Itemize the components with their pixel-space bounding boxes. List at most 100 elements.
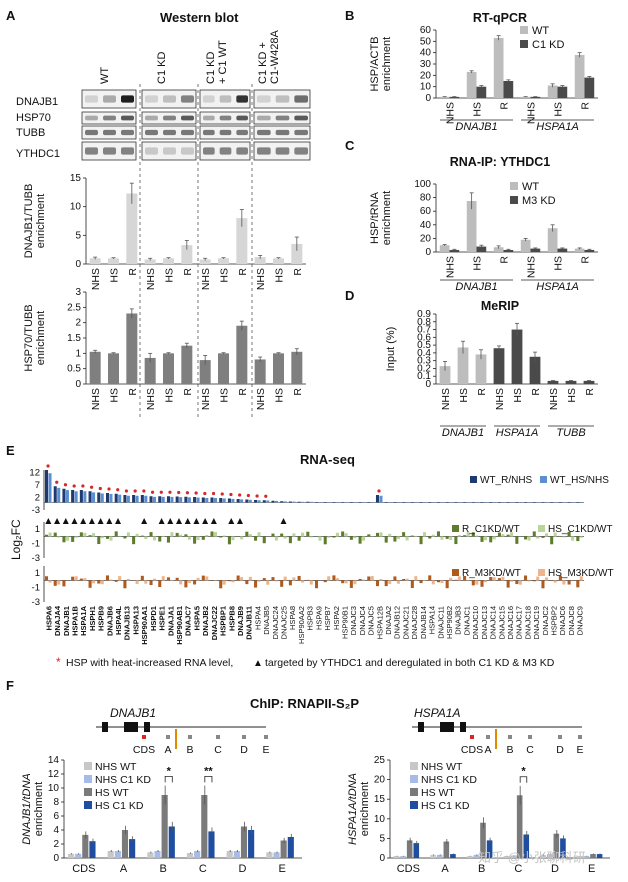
legend-swatch [84,762,92,770]
bar [126,495,130,503]
y-tick-label: 8 [53,797,59,808]
bar [367,502,371,503]
legend-swatch [410,788,418,796]
bar [503,81,514,98]
amplicon-marker [508,735,512,739]
bar [547,380,559,384]
y-tick-label: -1 [32,539,40,550]
blot-condition-0: WT [99,67,111,84]
bar [480,536,484,542]
exon [418,722,424,732]
bar [503,249,514,252]
bar [97,580,101,584]
bar [483,580,488,583]
targeted-marker [45,518,52,524]
targeted-marker [202,518,209,524]
legend-swatch [520,40,528,48]
bar [553,833,560,858]
bar [489,577,493,581]
bar [457,502,461,503]
bar [436,580,440,583]
blot-band [275,147,290,155]
bar [428,575,432,581]
bar [118,494,122,503]
legend-swatch [84,801,92,809]
bar [562,580,566,585]
bar [126,578,130,581]
bar [240,499,244,503]
bar [53,580,57,586]
rnaseq-ylabel: Log₂FC [9,519,23,560]
bar [506,534,510,537]
bar [231,536,235,541]
bar [541,536,545,538]
legend-swatch [410,775,418,783]
legend-label: WT [532,25,549,37]
legend-swatch [410,801,418,809]
bar [154,851,161,858]
y-tick-label: 0.3 [417,356,431,367]
category-label: R [127,388,139,396]
blot-band [121,129,134,136]
amplicon-label: A [484,744,491,756]
bar [114,580,118,582]
bar [123,580,127,589]
gene-label: DNAJC16 [506,606,515,639]
bar [436,531,440,537]
bar [62,488,66,503]
bar [431,502,435,503]
bar [518,502,522,503]
gene-label: HSPBP1 [219,606,228,636]
blot-band [219,95,232,103]
bar [405,502,409,503]
legend-swatch [470,476,477,483]
y-axis-label: HSP/ACTB [369,36,381,91]
bar [236,218,248,264]
bar [140,495,144,503]
heat-increased-marker [238,493,242,497]
chart-title: RNA-IP: YTHDC1 [450,155,551,169]
amplicon-label: E [262,744,269,756]
bar [309,536,313,538]
bar [306,579,310,581]
y-axis-label: enrichment [359,782,371,836]
bar [97,536,101,545]
bar [471,580,475,586]
bar [114,851,121,858]
bar [149,532,153,537]
legend-label: WT [522,181,539,193]
category-label: HS [553,256,565,271]
bar [520,239,531,252]
bar [291,351,303,384]
targeted-marker [97,518,104,524]
bar [135,533,139,537]
heat-increased-marker [168,490,172,494]
bar [327,536,331,538]
gene-label: DNAJB5 [262,606,271,635]
significance-label: * [521,766,526,778]
blot-band [294,115,308,121]
rnaseq-title: RNA-seq [300,452,355,467]
bar [175,496,179,503]
bar [170,532,174,537]
targeted-marker [71,518,78,524]
chart-title: MeRIP [481,299,519,313]
bar [199,360,211,384]
blot-band [145,147,158,155]
blot-band [121,95,134,103]
bar [248,499,252,503]
bar [523,834,530,858]
blot-band [203,95,215,103]
legend-swatch [510,196,518,204]
gene-label: DNAJC22 [210,606,219,640]
bar [205,498,209,503]
bar [375,532,380,537]
amplicon-marker [216,735,220,739]
targeted-marker [158,518,165,524]
bar [530,248,541,252]
category-label: HS [219,268,231,283]
bar [301,532,305,537]
bar [236,325,248,384]
exon [144,722,150,732]
